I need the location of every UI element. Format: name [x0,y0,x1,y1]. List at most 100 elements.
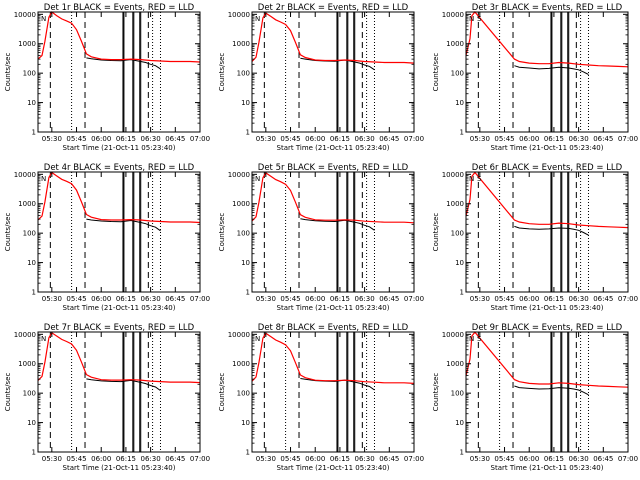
series-line [514,225,589,236]
x-tick-label: 06:30 [141,135,161,143]
y-tick-label: 1 [460,289,464,297]
y-tick-label: 1000 [232,200,250,208]
x-tick-label: 05:45 [66,135,86,143]
y-axis-label: Counts/sec [4,213,12,252]
y-tick-label: 1 [246,449,250,457]
panel-title: Det 7r BLACK = Events, RED = LLD [44,323,195,333]
y-tick-label: 1000 [18,40,36,48]
y-tick-label: 1000 [18,200,36,208]
axes-frame [465,11,629,133]
series-line [514,385,589,396]
axes-frame [37,331,201,453]
detector-panel: Det 8r BLACK = Events, RED = LLD N 1 10 100 1… [218,323,424,472]
panel-title: Det 3r BLACK = Events, RED = LLD [472,3,623,13]
x-tick-label: 06:30 [355,295,375,303]
axes-frame [465,331,629,453]
x-tick-label: 06:30 [141,455,161,463]
axes-frame [465,171,629,293]
y-axis-label: Counts/sec [4,53,12,92]
axes-frame [251,171,415,293]
series-line [86,218,161,232]
y-tick-label: 1 [460,129,464,137]
y-tick-label: 100 [23,230,36,238]
x-tick-label: 07:00 [618,455,638,463]
x-tick-label: 06:00 [305,455,325,463]
x-tick-label: 05:30 [470,135,490,143]
x-tick-label: 06:00 [305,295,325,303]
flag-letter: N [469,15,474,23]
detector-panel: Det 3r BLACK = Events, RED = LLD N S 1 10 100… [432,3,638,152]
y-tick-label: 10 [241,99,250,107]
y-tick-label: 10 [455,99,464,107]
y-tick-label: 100 [237,390,250,398]
x-tick-label: 06:00 [519,455,539,463]
y-tick-label: 10 [241,259,250,267]
x-tick-label: 06:30 [569,135,589,143]
flag-letter: N [41,15,46,23]
series-line [465,331,629,388]
flag-letter: S [477,175,482,183]
x-tick-label: 06:30 [569,455,589,463]
detector-panel: Det 2r BLACK = Events, RED = LLD N 1 10 100 1… [218,3,424,152]
x-tick-label: 05:30 [470,295,490,303]
y-tick-label: 10000 [228,331,250,339]
x-tick-label: 06:15 [330,295,350,303]
series-line [465,171,629,229]
y-tick-label: 1 [32,449,36,457]
x-tick-label: 06:15 [544,455,564,463]
x-tick-label: 06:15 [544,135,564,143]
x-tick-label: 06:15 [330,455,350,463]
x-tick-label: 06:00 [305,135,325,143]
y-tick-label: 1 [246,129,250,137]
x-axis-label: Start Time (21-Oct-11 05:23:40) [277,304,390,312]
x-tick-label: 06:15 [116,135,136,143]
x-tick-label: 06:30 [355,135,375,143]
x-axis-label: Start Time (21-Oct-11 05:23:40) [63,304,176,312]
axes-frame [251,331,415,453]
y-tick-label: 100 [451,70,464,78]
series-line [251,12,415,64]
x-axis-label: Start Time (21-Oct-11 05:23:40) [63,464,176,472]
y-tick-label: 10 [241,419,250,427]
y-axis-label: Counts/sec [4,373,12,412]
detector-panel: Det 1r BLACK = Events, RED = LLD N 1 10 100 1… [4,3,210,152]
y-tick-label: 10000 [228,171,250,179]
x-tick-label: 06:15 [116,455,136,463]
x-tick-label: 06:30 [141,295,161,303]
x-tick-label: 05:45 [494,295,514,303]
flag-letter: N [469,335,474,343]
y-tick-label: 10000 [442,171,464,179]
y-tick-label: 1000 [446,200,464,208]
y-axis-label: Counts/sec [218,53,226,92]
y-axis-label: Counts/sec [432,213,440,252]
series-line [251,172,415,224]
y-tick-label: 1000 [232,40,250,48]
x-tick-label: 05:45 [280,455,300,463]
x-tick-label: 05:30 [256,135,276,143]
axes-frame [37,171,201,293]
detector-panel: Det 7r BLACK = Events, RED = LLD N 1 10 100 1… [4,323,210,472]
x-tick-label: 07:00 [618,295,638,303]
series-line [514,65,589,75]
series-line [86,378,161,392]
y-tick-label: 100 [451,230,464,238]
y-tick-label: 1 [32,129,36,137]
x-axis-label: Start Time (21-Oct-11 05:23:40) [491,464,604,472]
panel-title: Det 2r BLACK = Events, RED = LLD [258,3,409,13]
y-tick-label: 1000 [18,360,36,368]
detector-panel: Det 4r BLACK = Events, RED = LLD N 1 10 100 1… [4,163,210,312]
x-axis-label: Start Time (21-Oct-11 05:23:40) [277,464,390,472]
x-tick-label: 05:30 [42,135,62,143]
x-tick-label: 07:00 [404,455,424,463]
x-tick-label: 06:30 [569,295,589,303]
y-tick-label: 10 [27,419,36,427]
y-axis-label: Counts/sec [218,213,226,252]
y-tick-label: 100 [451,390,464,398]
series-line [251,332,415,384]
y-tick-label: 10000 [228,11,250,19]
y-tick-label: 10000 [442,11,464,19]
y-tick-label: 10 [27,99,36,107]
flag-letter: N [41,335,46,343]
x-tick-label: 05:45 [494,455,514,463]
